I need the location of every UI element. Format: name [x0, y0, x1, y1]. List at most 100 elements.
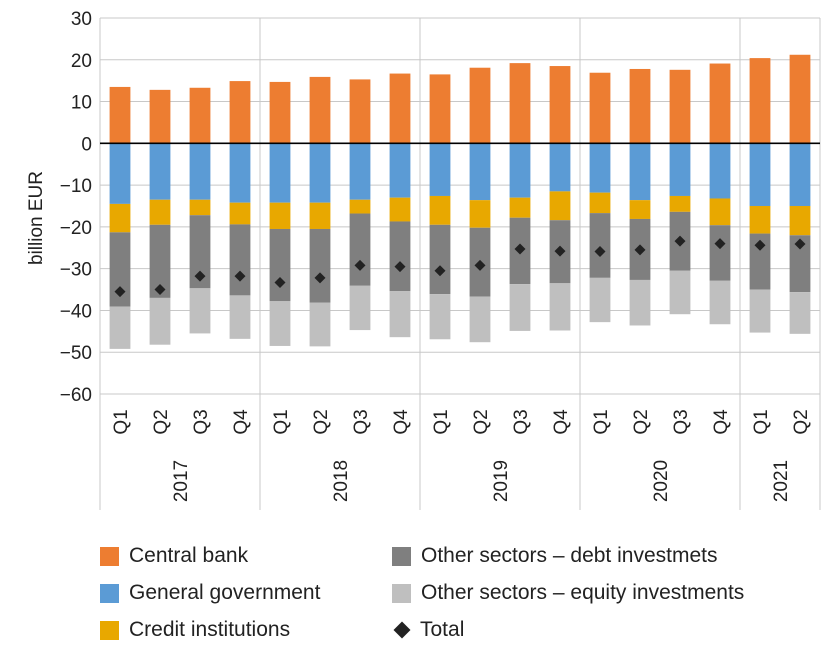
bar-2-17 — [749, 143, 771, 206]
legend: Central bank General government Credit ins… — [100, 544, 830, 654]
bar-5-9 — [429, 294, 451, 340]
total-marker — [154, 284, 166, 296]
bar-3-3 — [189, 199, 211, 216]
bar-5-4 — [229, 295, 251, 339]
bar-1-2 — [149, 89, 171, 144]
total-marker — [114, 286, 126, 298]
bar-3-9 — [429, 195, 451, 225]
bar-2-9 — [429, 143, 451, 196]
bar-3-10 — [469, 200, 491, 228]
bar-4-4 — [229, 224, 251, 296]
bar-3-7 — [349, 199, 371, 214]
legend-item: Central bank — [100, 544, 248, 568]
bar-5-15 — [669, 270, 691, 315]
y-axis-label: billion EUR — [26, 171, 47, 265]
legend-label: Central bank — [129, 544, 249, 567]
x-tick-label: Q2 — [151, 409, 172, 434]
bar-1-8 — [389, 73, 411, 144]
total-marker — [714, 238, 726, 250]
bar-4-9 — [429, 224, 451, 295]
total-marker — [634, 244, 646, 256]
x-tick-label: Q3 — [671, 409, 692, 434]
y-tick-label: 10 — [71, 93, 92, 114]
total-marker — [314, 272, 326, 284]
bar-4-16 — [709, 225, 731, 281]
x-tick-label: Q1 — [591, 409, 612, 434]
bar-3-1 — [109, 203, 131, 233]
bar-4-1 — [109, 232, 131, 307]
bar-2-3 — [189, 143, 211, 200]
bar-2-16 — [709, 143, 731, 199]
bar-1-7 — [349, 79, 371, 144]
bar-5-8 — [389, 291, 411, 338]
bar-3-17 — [749, 206, 771, 234]
bar-2-12 — [549, 143, 571, 192]
bar-2-15 — [669, 143, 691, 196]
y-tick-label: −40 — [60, 301, 92, 322]
legend-item: Other sectors – debt investmets — [392, 544, 717, 568]
bar-2-14 — [629, 143, 651, 201]
total-marker — [474, 259, 486, 271]
bar-1-1 — [109, 86, 131, 144]
bar-5-5 — [269, 301, 291, 346]
bar-2-18 — [789, 143, 811, 206]
bar-3-15 — [669, 195, 691, 212]
total-markers — [114, 235, 806, 298]
total-marker — [594, 246, 606, 258]
bar-4-13 — [589, 213, 611, 278]
bar-3-2 — [149, 199, 171, 225]
bar-4-8 — [389, 221, 411, 292]
bar-1-16 — [709, 63, 731, 144]
x-tick-label: Q3 — [191, 409, 212, 434]
year-label: 2017 — [171, 460, 192, 502]
y-tick-label: −20 — [60, 218, 92, 239]
bar-3-6 — [309, 202, 331, 229]
y-tick-label: −10 — [60, 176, 92, 197]
bar-2-4 — [229, 143, 251, 203]
total-marker — [554, 245, 566, 257]
legend-label: Total — [420, 618, 465, 641]
total-marker — [794, 238, 806, 250]
bar-5-7 — [349, 285, 371, 331]
x-tick-label: Q1 — [271, 409, 292, 434]
bar-1-14 — [629, 68, 651, 144]
x-tick-label: Q3 — [511, 409, 532, 434]
y-tick-label: −50 — [60, 343, 92, 364]
total-marker — [394, 261, 406, 273]
bar-3-4 — [229, 202, 251, 225]
bar-2-10 — [469, 143, 491, 201]
chart: 30 20 10 0 −10 −20 −30 −40 −50 −60 Q1 Q2 Q3 Q4 Q1 Q2 Q3… — [26, 9, 821, 510]
bar-5-1 — [109, 306, 131, 349]
bar-4-18 — [789, 235, 811, 293]
bar-1-13 — [589, 72, 611, 144]
x-tick-label: Q4 — [551, 409, 572, 435]
bar-3-13 — [589, 192, 611, 214]
total-marker — [194, 270, 206, 282]
bar-1-15 — [669, 69, 691, 144]
total-marker — [234, 270, 246, 282]
bar-5-3 — [189, 288, 211, 334]
bar-3-8 — [389, 197, 411, 222]
total-marker — [514, 243, 526, 255]
legend-label: Other sectors – equity investments — [421, 581, 745, 604]
gridlines — [99, 17, 821, 510]
x-tick-label: Q2 — [791, 409, 812, 434]
bar-1-11 — [509, 63, 531, 144]
year-label: 2018 — [331, 460, 352, 502]
bar-2-1 — [109, 143, 131, 204]
legend-label: Other sectors – debt investmets — [421, 544, 718, 567]
legend-swatch — [392, 583, 411, 603]
x-tick-label: Q1 — [751, 409, 772, 434]
legend-item: Total — [392, 618, 464, 642]
bar-3-14 — [629, 200, 651, 219]
y-tick-labels: 30 20 10 0 −10 −20 −30 −40 −50 −60 — [60, 9, 92, 406]
legend-item: Credit institutions — [100, 618, 290, 642]
bar-3-11 — [509, 197, 531, 218]
legend-label: General government — [129, 581, 321, 604]
bar-1-12 — [549, 66, 571, 144]
legend-label: Credit institutions — [129, 618, 291, 641]
year-label: 2020 — [651, 460, 672, 502]
bar-2-7 — [349, 143, 371, 200]
x-tick-label: Q2 — [311, 409, 332, 434]
bar-5-18 — [789, 292, 811, 334]
